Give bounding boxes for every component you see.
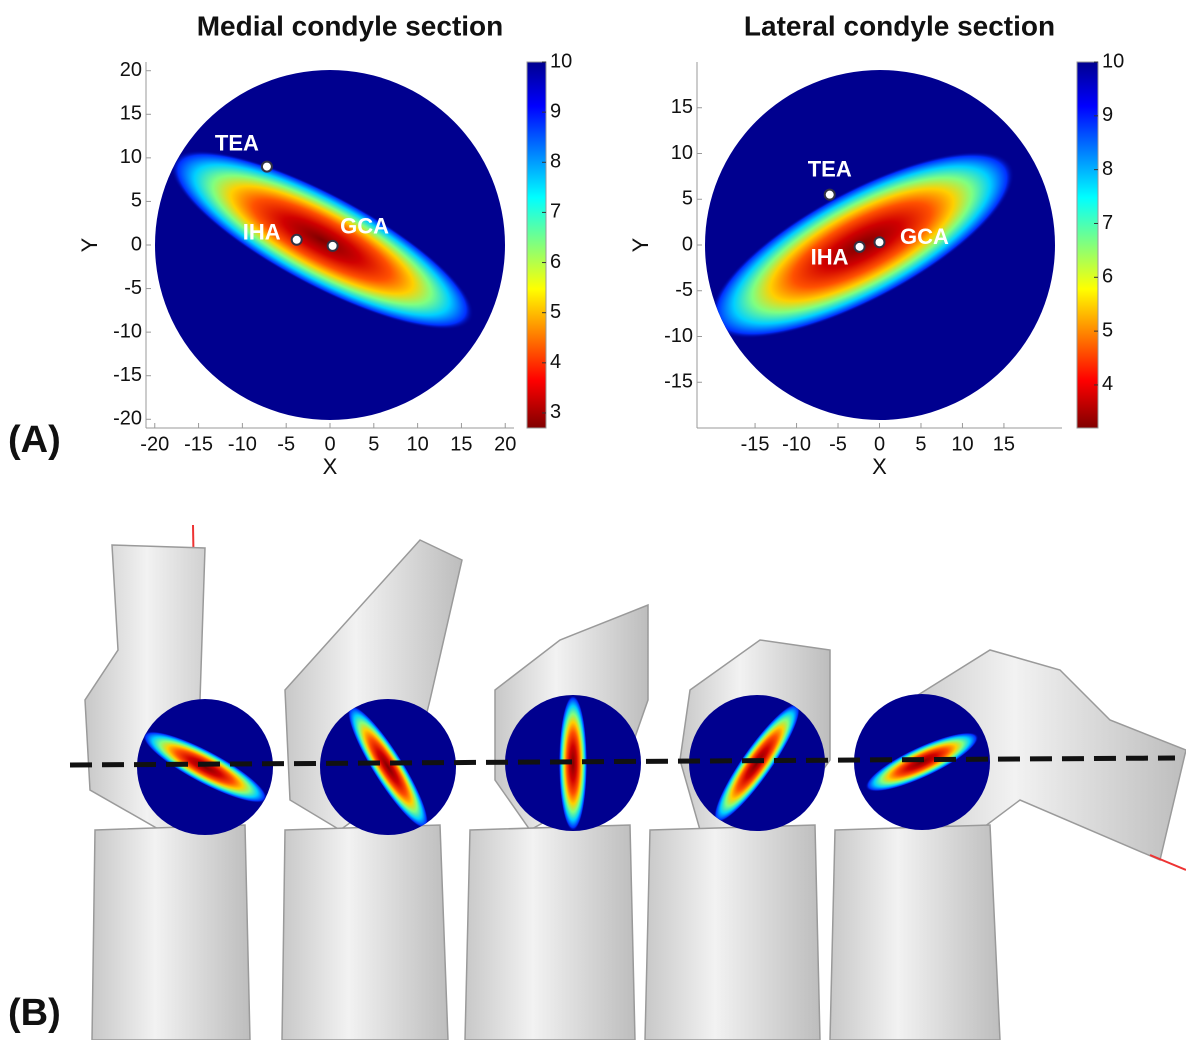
colorbar-tick-label: 7	[550, 201, 561, 223]
colorbar-tick-label: 9	[550, 100, 561, 122]
point-label: TEA	[215, 130, 259, 155]
colorbar-tick-label: 7	[1102, 212, 1113, 234]
colorbar	[1077, 62, 1098, 428]
y-axis-label: Y	[77, 237, 102, 252]
x-tick-label: 20	[494, 433, 516, 455]
point-label: GCA	[900, 224, 949, 249]
y-tick-label: 0	[131, 233, 142, 255]
colorbar-tick-label: 10	[550, 50, 572, 72]
point-label: IHA	[243, 220, 281, 245]
panel-label: (A)	[8, 419, 61, 461]
colorbar-tick-label: 10	[1102, 50, 1124, 72]
colorbar-tick-label: 8	[1102, 158, 1113, 180]
figure: (A) (B) Medial condyle section-20-15-10-…	[0, 0, 1186, 1040]
colorbar-tick-label: 5	[1102, 319, 1113, 341]
x-tick-label: 5	[368, 433, 379, 455]
chart-title: Lateral condyle section	[744, 10, 1055, 41]
x-tick-label: 10	[951, 433, 973, 455]
y-tick-label: -10	[664, 325, 693, 347]
point	[875, 237, 885, 247]
x-tick-label: 0	[324, 433, 335, 455]
panel-b	[70, 525, 1186, 1040]
colorbar-tick-label: 4	[1102, 373, 1113, 395]
x-tick-label: 5	[915, 433, 926, 455]
x-tick-label: -5	[277, 433, 295, 455]
colorbar	[527, 62, 546, 428]
point	[262, 162, 272, 172]
y-tick-label: -15	[113, 364, 142, 386]
y-axis-label: Y	[628, 237, 653, 252]
y-tick-label: -15	[664, 371, 693, 393]
x-tick-label: -10	[228, 433, 257, 455]
x-tick-label: 0	[874, 433, 885, 455]
colorbar-tick-label: 9	[1102, 104, 1113, 126]
chart: Medial condyle section -20 -15 -10 -5 0 5 10 15 2…	[77, 10, 572, 478]
point	[292, 235, 302, 245]
x-axis-label: X	[323, 454, 338, 479]
y-tick-label: -10	[113, 320, 142, 342]
chart: Lateral condyle section -15 -10 -5 0 5 10 15 -15…	[628, 10, 1124, 478]
x-tick-label: -15	[741, 433, 770, 455]
y-tick-label: 15	[671, 96, 693, 118]
point	[825, 190, 835, 200]
y-tick-label: -5	[124, 277, 142, 299]
x-tick-label: 10	[406, 433, 428, 455]
y-tick-label: 10	[120, 146, 142, 168]
colorbar-tick-label: 6	[1102, 266, 1113, 288]
chart-title: Medial condyle section	[197, 10, 504, 41]
colorbar-tick-label: 5	[550, 301, 561, 323]
x-tick-label: -20	[140, 433, 169, 455]
x-tick-label: -15	[184, 433, 213, 455]
y-tick-label: 5	[682, 188, 693, 210]
point-label: GCA	[340, 214, 389, 239]
x-tick-label: -10	[782, 433, 811, 455]
x-tick-label: 15	[450, 433, 472, 455]
point-label: TEA	[808, 156, 852, 181]
y-tick-label: 0	[682, 233, 693, 255]
point	[855, 242, 865, 252]
colorbar-tick-label: 3	[550, 401, 561, 423]
y-tick-label: 5	[131, 190, 142, 212]
panel-label: (B)	[8, 992, 61, 1034]
colorbar-tick-label: 4	[550, 351, 561, 373]
colorbar-tick-label: 8	[550, 151, 561, 173]
y-tick-label: -20	[113, 408, 142, 430]
colorbar-tick-label: 6	[550, 251, 561, 273]
x-tick-label: 15	[993, 433, 1015, 455]
y-tick-label: 20	[120, 59, 142, 81]
x-tick-label: -5	[829, 433, 847, 455]
y-tick-label: -5	[675, 279, 693, 301]
y-tick-label: 15	[120, 103, 142, 125]
point-label: IHA	[811, 245, 849, 270]
point	[328, 241, 338, 251]
y-tick-label: 10	[671, 142, 693, 164]
x-axis-label: X	[872, 454, 887, 479]
